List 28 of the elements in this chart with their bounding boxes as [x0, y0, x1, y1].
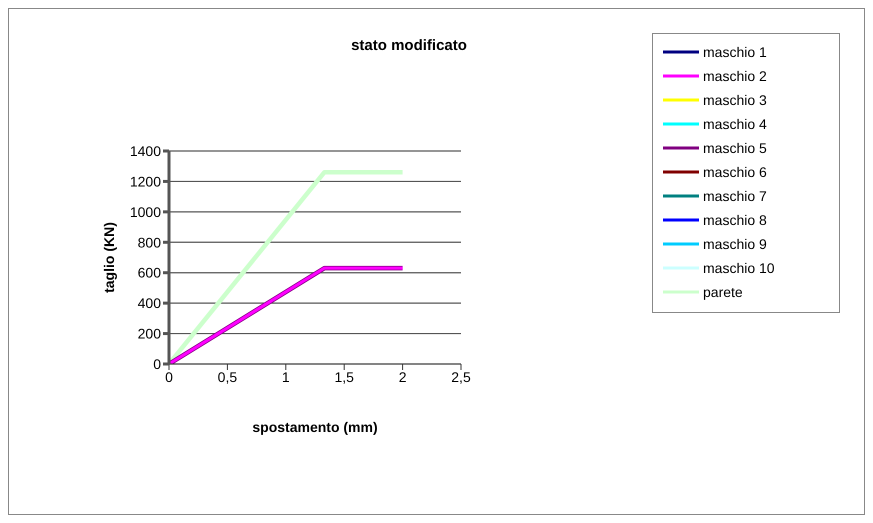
legend-label: maschio 3: [703, 91, 767, 110]
x-tick-label: 2: [398, 368, 407, 385]
y-tick-label: 0: [153, 356, 162, 372]
legend-label: maschio 5: [703, 139, 767, 158]
legend-label: maschio 1: [703, 43, 767, 62]
x-tick-label: 1,5: [334, 368, 354, 385]
x-tick-label: 2,5: [451, 368, 471, 385]
y-tick-label: 200: [138, 326, 162, 342]
y-tick-label: 1000: [130, 204, 162, 220]
y-tick-label: 800: [138, 234, 162, 250]
legend-label: maschio 6: [703, 163, 767, 182]
legend-label: parete: [703, 283, 743, 302]
legend-label: maschio 10: [703, 259, 775, 278]
legend-label: maschio 7: [703, 187, 767, 206]
y-tick-label: 1200: [130, 173, 162, 190]
chart-title: stato modificato: [350, 37, 468, 54]
legend-label: maschio 9: [703, 235, 767, 254]
x-axis-title: spostamento (mm): [252, 419, 378, 435]
x-tick-label: 0,5: [218, 368, 238, 385]
legend-label: maschio 4: [703, 115, 767, 134]
x-tick-label: 0: [165, 368, 174, 385]
legend-label: maschio 2: [703, 67, 767, 86]
x-tick-label: 1: [282, 368, 290, 385]
y-axis-title: taglio (KN): [100, 222, 117, 293]
y-tick-label: 400: [138, 295, 162, 312]
y-tick-label: 600: [138, 264, 162, 281]
legend-label: maschio 8: [703, 211, 767, 230]
y-tick-label: 1400: [130, 142, 162, 159]
